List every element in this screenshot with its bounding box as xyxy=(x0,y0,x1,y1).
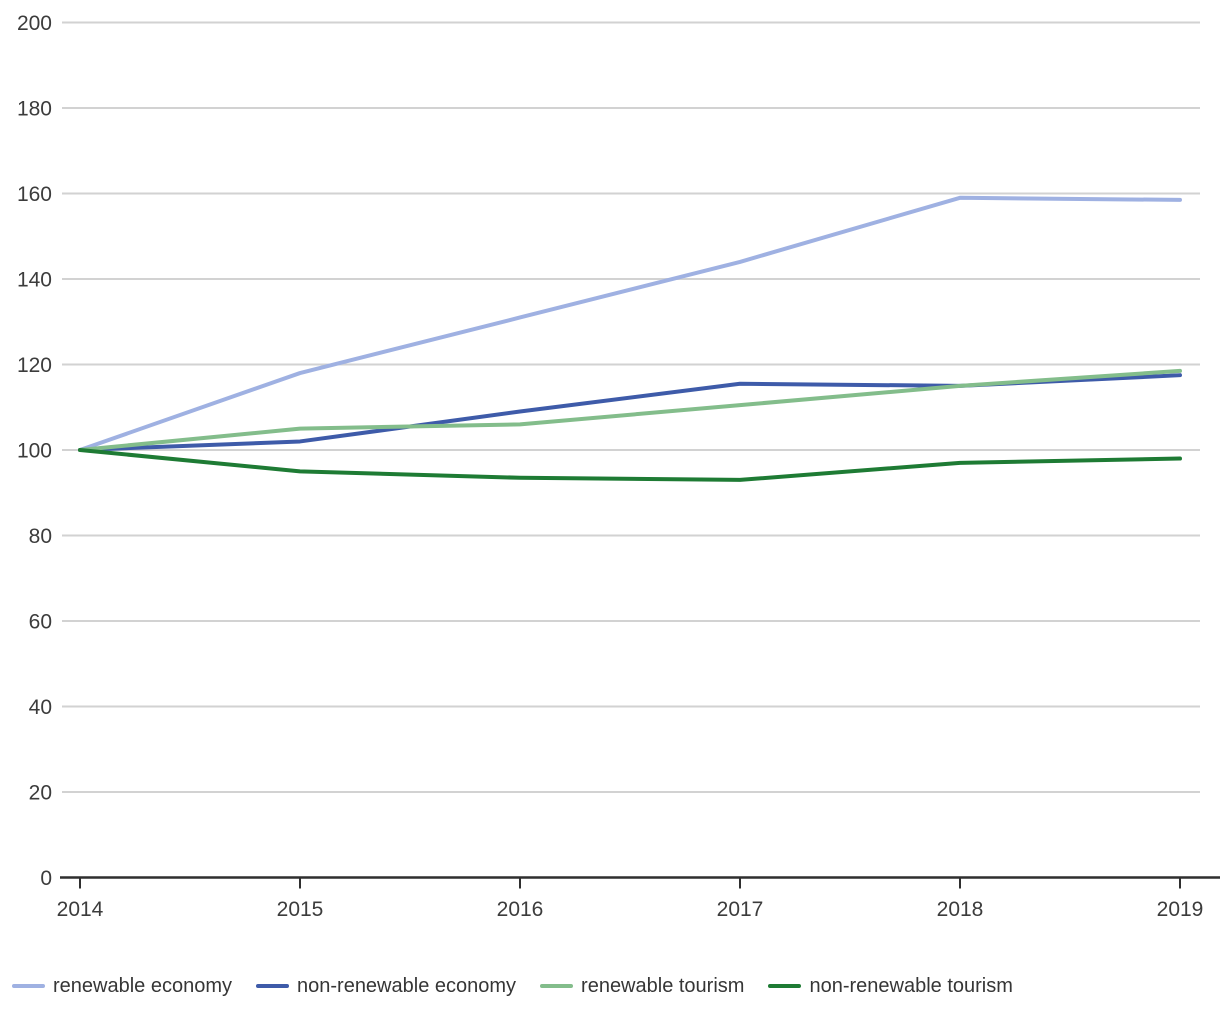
legend-item-non-renewable-economy: non-renewable economy xyxy=(256,972,516,1000)
series-line-non-renewable-economy xyxy=(78,373,1182,452)
series-line-renewable-economy xyxy=(78,195,1182,452)
y-tick-label: 60 xyxy=(29,610,52,633)
x-tick-label: 2018 xyxy=(937,898,984,921)
y-tick-label: 140 xyxy=(17,268,52,291)
legend-swatch-icon xyxy=(12,984,45,988)
y-tick-label: 80 xyxy=(29,525,52,548)
legend-swatch-icon xyxy=(768,984,802,988)
legend-label: non-renewable tourism xyxy=(809,975,1013,997)
y-tick-label: 0 xyxy=(40,867,52,890)
legend-item-renewable-economy: renewable economy xyxy=(12,972,232,1000)
x-tick-label: 2017 xyxy=(717,898,764,921)
x-tick-label: 2015 xyxy=(277,898,324,921)
y-tick-label: 20 xyxy=(29,781,52,804)
y-tick-label: 180 xyxy=(17,97,52,120)
y-tick-label: 120 xyxy=(17,354,52,377)
series-line-non-renewable-tourism xyxy=(78,448,1182,482)
x-tick-label: 2019 xyxy=(1157,898,1204,921)
line-chart: 0 20 40 60 80 100 120 140 160 180 200 2014 2015 2016 2… xyxy=(17,12,1220,921)
x-tick-label: 2014 xyxy=(57,898,104,921)
legend-label: renewable tourism xyxy=(581,975,745,997)
legend-item-non-renewable-tourism: non-renewable tourism xyxy=(768,972,1013,1000)
legend-label: non-renewable economy xyxy=(297,975,517,997)
series-line-renewable-tourism xyxy=(78,368,1182,452)
legend-swatch-icon xyxy=(540,984,574,988)
legend-label: renewable economy xyxy=(53,975,232,997)
legend: renewable economy non-renewable economy re… xyxy=(12,972,1013,1000)
legend-swatch-icon xyxy=(256,984,289,988)
y-tick-label: 100 xyxy=(17,439,52,462)
x-tick-label: 2016 xyxy=(497,898,544,921)
y-tick-label: 40 xyxy=(29,696,52,719)
legend-item-renewable-tourism: renewable tourism xyxy=(540,972,744,1000)
y-tick-label: 200 xyxy=(17,12,52,35)
y-tick-label: 160 xyxy=(17,183,52,206)
